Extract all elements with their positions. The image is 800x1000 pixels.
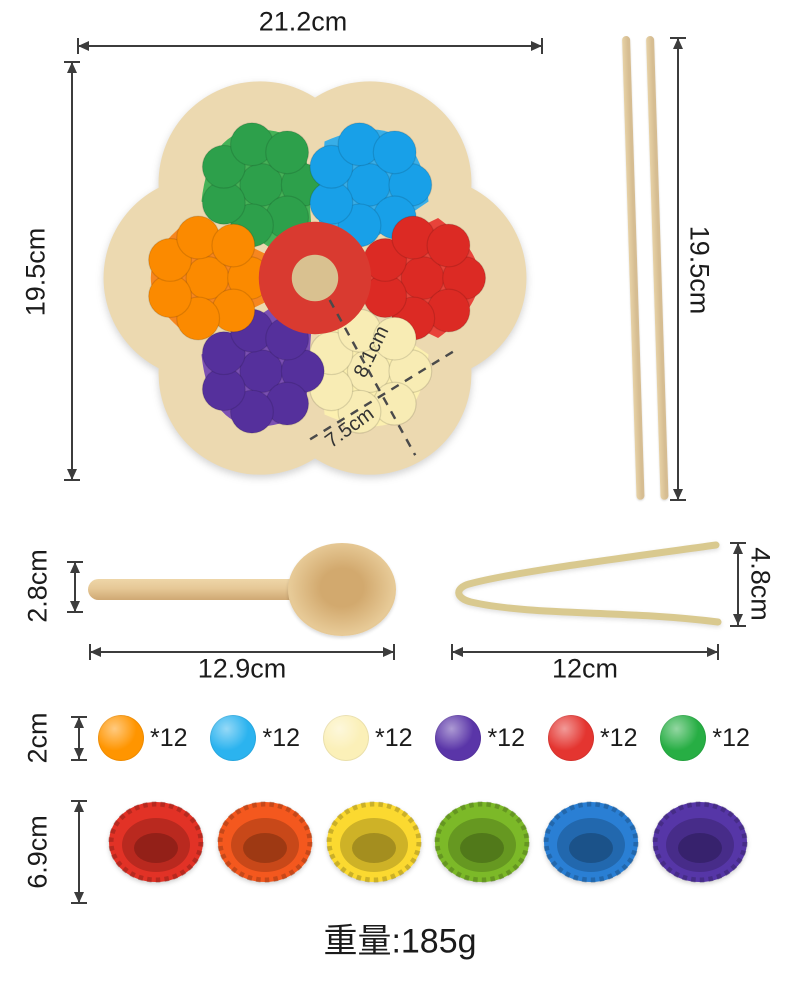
dim-endcap [670,37,686,39]
pom-ball-2 [322,715,369,761]
spoon-handle [88,579,304,600]
cup-1 [217,801,313,883]
board-width-label: 21.2cm [258,6,348,37]
board-width-dimline [78,41,542,51]
tweezers-shape [455,541,722,626]
cup-flutes [326,801,422,883]
cup-0 [108,801,204,883]
chopstick-1 [622,35,645,500]
dim-endcap [67,561,83,563]
dim-endcap [71,759,87,761]
cup-bottom [460,833,505,863]
pom-item-4: *12 [547,715,638,761]
cup-flutes [543,801,639,883]
inner-dimline-2 [309,349,457,441]
cup-row-items [106,796,750,888]
dim-endcap [730,625,746,627]
cup-bottom [351,833,396,863]
spoon-length-label: 12.9cm [197,653,287,684]
cup-flutes [108,801,204,883]
pom-ball-4 [547,715,594,761]
inner-dimline-1 [328,299,417,456]
pom-ball-1 [210,715,257,761]
pom-count-0: *12 [150,723,188,752]
cup-size-label: 6.9cm [22,815,53,889]
cup-4 [543,801,639,883]
dim-endcap [393,644,395,660]
pom-item-5: *12 [660,715,750,761]
cup-5 [652,801,748,883]
chopstick-2 [646,35,669,500]
cup-2 [326,801,422,883]
dim-endcap [64,479,80,481]
cup-bottom [569,833,614,863]
dim-endcap [71,716,87,718]
pom-count-4: *12 [599,723,638,752]
pom-item-3: *12 [435,715,525,761]
pom-yellow [372,316,417,361]
cup-bottom [677,833,722,863]
chopsticks-dimline [673,38,683,500]
dim-endcap [77,38,79,54]
spoon-height-label: 2.8cm [22,549,53,623]
pom-green [265,130,310,175]
dim-endcap [717,644,719,660]
spoon-bowl [288,543,396,636]
weight-label: 重量:185g [323,922,477,961]
cup-size-dimline [74,801,84,903]
pom-item-2: *12 [322,715,413,761]
pom-size-label: 2cm [22,712,53,764]
pom-ball-3 [435,715,482,761]
tweezers [455,541,722,626]
pom-item-0: *12 [98,715,188,761]
cup-flutes [652,801,748,883]
pom-item-1: *12 [210,715,300,761]
cup-bottom [134,833,178,863]
tweezers-length-label: 12cm [551,653,619,684]
pom-ball-0 [98,715,144,761]
cup-flutes [434,801,530,883]
dim-endcap [71,800,87,802]
dim-endcap [64,61,80,63]
pom-count-1: *12 [262,723,301,752]
pom-count-2: *12 [374,723,413,752]
pom-ball-5 [660,715,707,761]
cup-3 [434,801,530,883]
board-center-hole [291,254,339,302]
pom-orange [211,223,256,268]
pom-row-items: *12 *12 *12 *12 *12 *12 [98,712,750,764]
spoon-length-dimline [90,647,394,657]
chopsticks-length-label: 19.5cm [684,225,715,315]
dim-endcap [541,38,543,54]
dim-endcap [67,611,83,613]
dim-endcap [730,542,746,544]
tweezers-height-dimline [733,543,743,625]
dim-endcap [451,644,453,660]
tweezers-height-label: 4.8cm [745,547,776,621]
pom-size-dimline [74,717,84,759]
flower-board-svg [103,81,527,475]
board-height-dimline [67,62,77,480]
cup-bottom [242,833,287,863]
board-height-label: 19.5cm [20,227,51,317]
spoon-height-dimline [70,562,80,612]
cup-flutes [217,801,313,883]
pom-blue [372,130,417,175]
pom-count-5: *12 [712,723,750,752]
dim-endcap [89,644,91,660]
pom-count-3: *12 [487,723,525,752]
tweezers-length-dimline [452,647,718,657]
pom-red [426,223,471,268]
dim-endcap [71,902,87,904]
dim-endcap [670,499,686,501]
